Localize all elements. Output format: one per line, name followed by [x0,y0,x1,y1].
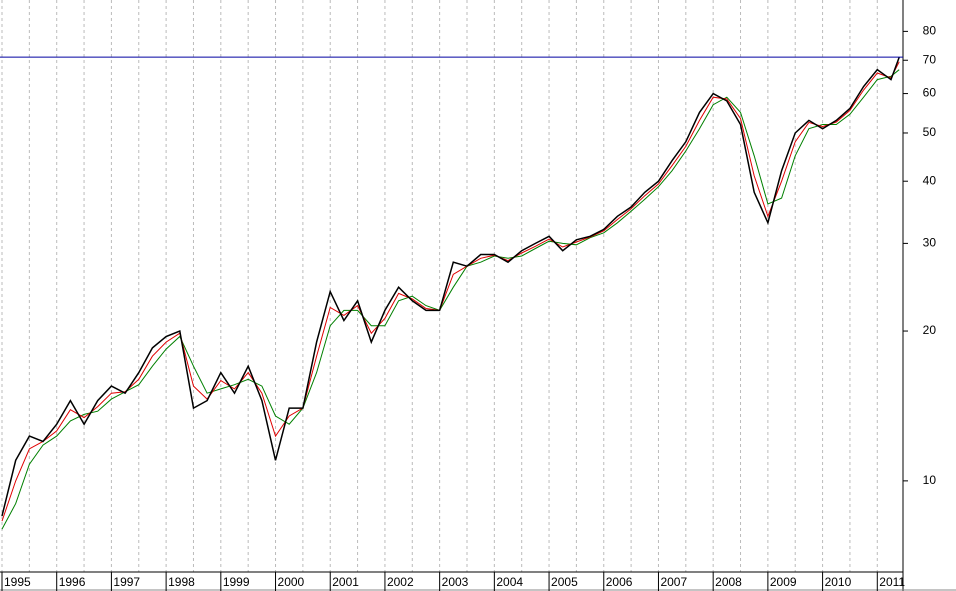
x-tick-label: 2000 [278,575,305,589]
y-tick-label: 40 [923,173,937,187]
price-line [1,61,900,522]
y-tick-label: 20 [923,323,937,337]
x-tick-label: 1996 [59,575,86,589]
y-tick-label: 80 [923,24,937,38]
y-tick-label: 60 [923,86,937,100]
x-tick-label: 1997 [113,575,140,589]
y-tick-label: 30 [923,236,937,250]
x-tick-label: 2001 [332,575,359,589]
y-tick-label: 50 [923,125,937,139]
price-line [1,69,900,530]
x-tick-label: 2007 [660,575,687,589]
x-tick-label: 2004 [496,575,523,589]
x-tick-label: 2011 [879,575,905,589]
x-tick-label: 1995 [4,575,31,589]
x-tick-label: 1998 [168,575,195,589]
x-tick-label: 2002 [387,575,414,589]
x-tick-label: 2010 [825,575,852,589]
x-tick-label: 2005 [551,575,578,589]
y-tick-label: 70 [923,52,937,66]
x-tick-label: 1999 [223,575,250,589]
x-tick-label: 2006 [606,575,633,589]
x-tick-label: 2003 [442,575,469,589]
x-tick-label: 2008 [715,575,742,589]
x-tick-label: 2009 [770,575,797,589]
y-tick-label: 10 [923,473,937,487]
price-line [1,56,900,517]
